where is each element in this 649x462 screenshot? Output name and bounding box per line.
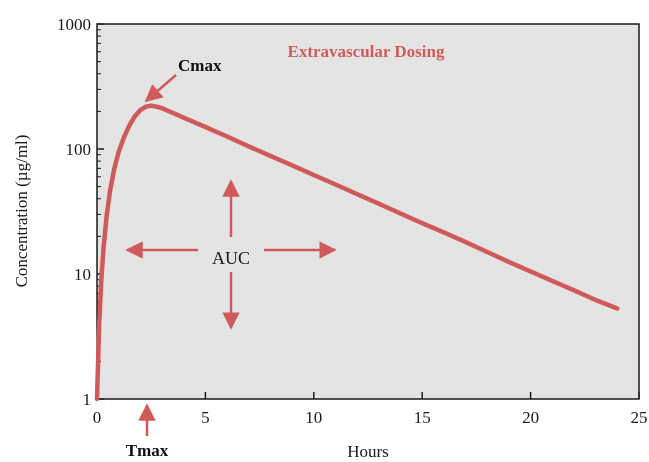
- auc-label: AUC: [212, 248, 250, 268]
- y-tick-label: 100: [66, 140, 92, 159]
- chart-title: Extravascular Dosing: [288, 42, 445, 61]
- x-axis-title: Hours: [347, 442, 389, 461]
- y-tick-label: 1: [83, 390, 92, 409]
- cmax-arrow: [144, 74, 177, 103]
- x-tick-label: 5: [201, 408, 210, 427]
- x-tick-label: 10: [305, 408, 322, 427]
- tmax-label: Tmax: [126, 441, 169, 460]
- y-axis-title: Concentration (µg/ml): [12, 135, 31, 288]
- plot-area: [96, 23, 640, 400]
- x-tick-label: 25: [631, 408, 648, 427]
- series-layer: [94, 103, 620, 402]
- x-tick-label: 15: [414, 408, 431, 427]
- x-tick-label: 20: [522, 408, 539, 427]
- x-tick-label: 0: [93, 408, 102, 427]
- cmax-label: Cmax: [178, 56, 222, 75]
- concentration-curve: [94, 103, 620, 402]
- y-tick-label: 1000: [57, 15, 91, 34]
- y-tick-label: 10: [74, 265, 91, 284]
